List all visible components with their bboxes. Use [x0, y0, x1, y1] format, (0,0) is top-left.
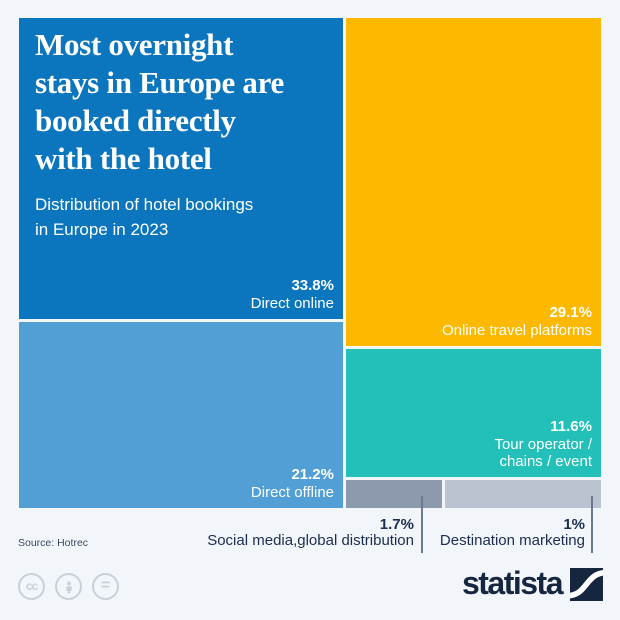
- segment-label: Tour operator / chains / event: [494, 436, 592, 470]
- segment-label: Online travel platforms: [441, 322, 592, 339]
- segment-label-group: 29.1% Online travel platforms: [442, 304, 592, 339]
- person-glyph: [65, 581, 72, 594]
- segment-label-group: 33.8% Direct online: [251, 277, 334, 312]
- external-label-social-media: 1.7% Social media,global distribution: [207, 516, 414, 549]
- chart-subtitle: Distribution of hotel bookings in Europe…: [35, 195, 254, 239]
- segment-percent: 11.6%: [550, 418, 592, 435]
- treemap-segment-online-travel-platforms: 29.1% Online travel platforms: [346, 18, 601, 346]
- source-credit: Source: Hotrec: [18, 537, 89, 549]
- segment-label-group: 11.6% Tour operator / chains / event: [494, 418, 592, 470]
- treemap-segment-direct-offline: 21.2% Direct offline: [19, 322, 343, 508]
- callout-line-destination-marketing: [591, 496, 593, 553]
- license-icons: cc =: [18, 573, 119, 600]
- segment-label: Direct online: [250, 295, 334, 312]
- statista-wordmark[interactable]: statista: [461, 565, 564, 601]
- equal-license-icon[interactable]: =: [92, 573, 119, 600]
- treemap-segment-tour-operator: 11.6% Tour operator / chains / event: [346, 349, 601, 477]
- statista-swoosh: [570, 570, 603, 599]
- chart-header: Most overnight stays in Europe are booke…: [35, 26, 327, 242]
- segment-percent: 21.2%: [291, 466, 334, 483]
- segment-label-group: 21.2% Direct offline: [251, 466, 334, 501]
- statista-logo-icon[interactable]: [570, 568, 603, 601]
- segment-percent: 1%: [563, 516, 585, 533]
- treemap-segment-social-media: [346, 480, 442, 508]
- external-label-destination-marketing: 1% Destination marketing: [440, 516, 585, 549]
- segment-label: Destination marketing: [439, 532, 585, 549]
- cc-icon[interactable]: cc: [18, 573, 45, 600]
- equal-icon-label: =: [100, 576, 111, 594]
- segment-label: Direct offline: [250, 484, 334, 501]
- treemap-segment-destination-marketing: [445, 480, 601, 508]
- treemap-segment-direct-online: 33.8% Direct online: [19, 18, 343, 319]
- cc-icon-label: cc: [25, 579, 38, 593]
- segment-percent: 1.7%: [379, 516, 414, 533]
- segment-label: Social media,global distribution: [207, 532, 414, 549]
- attribution-icon[interactable]: [55, 573, 82, 600]
- callout-line-social-media: [421, 496, 423, 553]
- chart-title: Most overnight stays in Europe are booke…: [35, 27, 284, 176]
- segment-percent: 33.8%: [291, 277, 334, 294]
- segment-percent: 29.1%: [549, 304, 592, 321]
